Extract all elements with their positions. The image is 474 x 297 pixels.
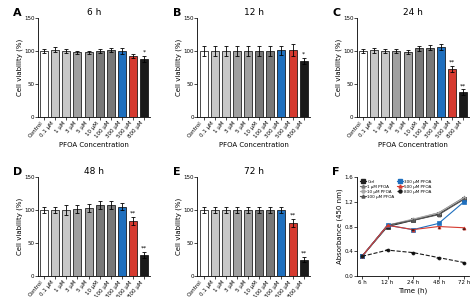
Bar [222,210,230,276]
Bar [266,51,274,117]
Text: **: ** [436,256,441,261]
Bar [62,51,70,117]
Bar [233,51,241,117]
Bar [62,210,70,276]
X-axis label: Time (h): Time (h) [399,287,428,294]
Text: **: ** [301,251,307,256]
Text: C: C [332,8,340,18]
Bar [200,51,208,117]
Y-axis label: Absorbance (450 nm): Absorbance (450 nm) [337,189,343,264]
Bar [244,51,252,117]
Text: **: ** [410,229,416,234]
Text: **: ** [462,261,467,266]
Text: **: ** [449,59,455,64]
Text: *: * [143,50,146,55]
Y-axis label: Cell viability (%): Cell viability (%) [16,198,23,255]
X-axis label: PFOA Concentration: PFOA Concentration [378,142,448,148]
Bar [289,223,297,276]
Bar [255,210,263,276]
Bar [51,210,59,276]
Bar [415,48,423,117]
Bar [277,210,285,276]
Bar [222,51,230,117]
Bar [210,51,219,117]
X-axis label: PFOA Concentration: PFOA Concentration [219,142,289,148]
X-axis label: PFOA Concentration: PFOA Concentration [59,142,129,148]
Bar [381,51,389,117]
Bar [40,51,48,117]
Bar [73,52,82,117]
Bar [140,255,148,276]
Bar [51,50,59,117]
Bar [129,221,137,276]
Bar [233,210,241,276]
Bar [266,210,274,276]
Bar [277,50,285,117]
Bar [210,210,219,276]
Text: E: E [173,167,180,177]
Bar [300,260,308,276]
Text: **: ** [290,213,296,218]
Title: 72 h: 72 h [244,167,264,176]
Text: **: ** [460,83,466,88]
Text: F: F [332,167,340,177]
Text: **: ** [141,245,147,250]
Bar [96,51,104,117]
Bar [359,51,367,117]
Bar [459,92,467,117]
Bar [96,205,104,276]
Bar [437,47,445,117]
Y-axis label: Cell viability (%): Cell viability (%) [16,39,23,96]
Text: *: * [438,227,440,231]
Text: B: B [173,8,181,18]
Bar [255,51,263,117]
Bar [448,69,456,117]
Bar [107,205,115,276]
Y-axis label: Cell viability (%): Cell viability (%) [175,198,182,255]
Bar [129,56,137,117]
Title: 48 h: 48 h [84,167,104,176]
Text: *: * [302,51,305,56]
Text: **: ** [385,249,390,254]
Bar [289,50,297,117]
Y-axis label: Cell viability (%): Cell viability (%) [335,39,342,96]
Bar [244,210,252,276]
Bar [107,50,115,117]
Title: 12 h: 12 h [244,8,264,17]
Bar [140,59,148,117]
Text: **: ** [462,228,467,233]
Bar [84,52,92,117]
Bar [426,48,434,117]
Bar [392,51,401,117]
Text: A: A [13,8,22,18]
Bar [300,61,308,117]
Bar [73,209,82,276]
Bar [40,210,48,276]
Bar [118,207,126,276]
Bar [200,210,208,276]
Title: 6 h: 6 h [87,8,101,17]
Text: **: ** [410,251,416,256]
Text: D: D [13,167,22,177]
Y-axis label: Cell viability (%): Cell viability (%) [175,39,182,96]
Bar [370,50,378,117]
Legend: Ctrl, 1 μM PFOA, 10 μM PFOA, 100 μM PFOA, 300 μM PFOA, 500 μM PFOA, 800 μM PFOA: Ctrl, 1 μM PFOA, 10 μM PFOA, 100 μM PFOA… [359,179,432,200]
Title: 24 h: 24 h [403,8,423,17]
Bar [403,52,411,117]
Text: **: ** [130,211,136,216]
Bar [84,208,92,276]
Bar [118,51,126,117]
